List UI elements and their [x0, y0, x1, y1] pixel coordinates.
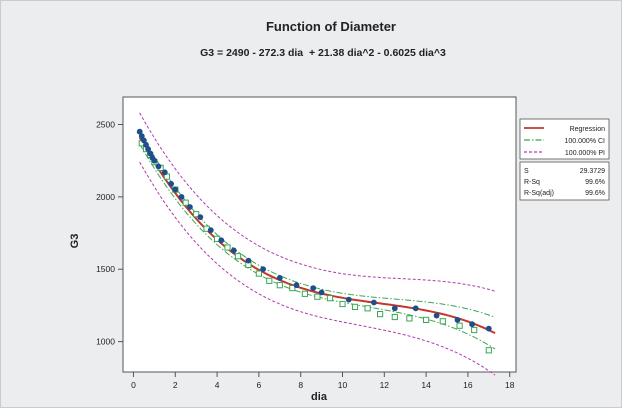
x-tick-label: 4 [215, 380, 220, 390]
data-point-square [289, 285, 296, 292]
y-tick-label: 2500 [96, 120, 115, 130]
data-point-circle [197, 214, 204, 221]
data-point-circle [178, 194, 185, 200]
data-point-circle [141, 137, 147, 144]
stats-box [519, 161, 610, 201]
legend-label-regression: Regression [570, 126, 606, 133]
data-point-circle [485, 325, 492, 332]
data-point-square [406, 315, 413, 322]
regression-line [138, 137, 496, 335]
data-point-square [364, 305, 371, 312]
data-point-circle [371, 299, 377, 306]
data-point-square [471, 326, 478, 334]
x-axis-label: dia [311, 391, 328, 403]
data-point-square [326, 295, 334, 302]
data-point-square [314, 293, 321, 300]
data-point-circle [151, 157, 158, 164]
regression-fit [138, 137, 496, 335]
data-point-circle [230, 247, 237, 254]
data-point-circle [138, 133, 145, 140]
data-point-square [266, 277, 273, 284]
x-tick-label: 16 [463, 380, 473, 390]
data-point-square [276, 282, 283, 289]
data-point-circle [168, 180, 175, 187]
data-point-square [193, 211, 200, 218]
x-tick-label: 0 [131, 380, 136, 390]
data-point-square [456, 322, 463, 329]
pi-lower-line [139, 161, 496, 376]
stat-value-rsq: 99.6% [585, 179, 605, 186]
data-point-square [351, 303, 359, 310]
data-point-square [377, 311, 384, 318]
data-point-square [439, 318, 446, 325]
data-point-circle [245, 257, 252, 264]
chart-title: Function of Diameter [266, 19, 396, 34]
data-point-square [485, 347, 492, 354]
data-point-circle [469, 321, 475, 328]
x-tick-label: 6 [257, 380, 262, 390]
data-point-circle [187, 204, 193, 210]
x-tick-label: 14 [421, 380, 431, 390]
data-point-square [339, 300, 346, 308]
stat-value-rsq-adj: 99.6% [585, 190, 605, 197]
data-point-square [423, 316, 430, 323]
data-points [136, 128, 492, 354]
data-point-circle [318, 289, 325, 296]
data-point-square [391, 313, 398, 321]
data-point-circle [143, 141, 149, 148]
y-tick-label: 1000 [96, 337, 115, 347]
data-point-circle [433, 312, 440, 319]
data-point-square [255, 270, 263, 277]
regression-equation: G3 = 2490 - 272.3 dia + 21.38 dia^2 - 0.… [200, 47, 446, 59]
x-tick-label: 2 [173, 380, 178, 390]
data-point-square [301, 290, 308, 297]
plot-area [122, 96, 517, 373]
data-point-circle [147, 150, 154, 157]
stat-label-s: S [524, 168, 529, 175]
stat-label-rsq: R-Sq [524, 179, 540, 186]
y-tick-label: 2000 [96, 192, 115, 202]
stats-table: S 29.3729 R-Sq 99.6% R-Sq(adj) 99.6% [519, 161, 610, 201]
legend-box [519, 118, 610, 160]
legend: Regression 100.000% CI 100.000% PI [519, 118, 610, 160]
legend-label-pi: 100.000% PI [565, 150, 605, 157]
data-point-circle [293, 282, 300, 289]
x-tick-label: 10 [338, 380, 348, 390]
data-point-square [234, 253, 242, 260]
data-point-circle [161, 169, 168, 176]
data-point-circle [345, 296, 352, 303]
data-point-circle [136, 128, 143, 135]
data-point-circle [207, 227, 214, 234]
data-point-circle [218, 237, 225, 244]
data-point-circle [145, 146, 152, 153]
x-tick-label: 12 [380, 380, 390, 390]
data-point-circle [310, 285, 317, 291]
data-point-circle [391, 305, 398, 312]
data-point-circle [260, 266, 266, 273]
data-point-circle [155, 163, 162, 170]
y-tick-label: 1500 [96, 264, 115, 274]
legend-label-ci: 100.000% CI [565, 138, 606, 145]
axes: 0 2 4 6 8 10 12 14 16 18 1000 1500 2000 2500 [96, 120, 515, 391]
stat-label-rsq-adj: R-Sq(adj) [524, 190, 554, 197]
y-axis-label: G3 [69, 234, 81, 249]
data-point-square [182, 199, 189, 206]
stat-value-s: 29.3729 [580, 168, 605, 175]
x-tick-label: 8 [298, 380, 303, 390]
data-point-square [224, 244, 231, 251]
data-point-circle [412, 305, 419, 312]
x-tick-label: 18 [505, 380, 515, 390]
data-point-circle [276, 275, 283, 281]
data-point-circle [172, 186, 179, 193]
data-point-circle [454, 317, 461, 323]
